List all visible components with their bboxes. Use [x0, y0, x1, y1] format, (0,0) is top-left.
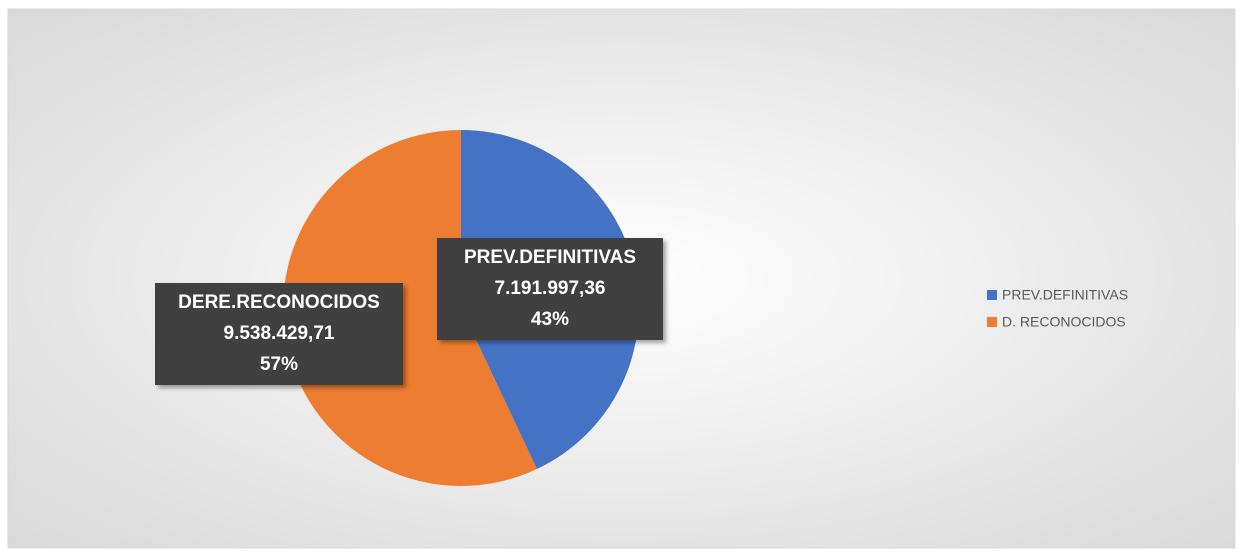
data-label-percent: 43% [531, 309, 569, 330]
data-label-value: 7.191.997,36 [495, 278, 606, 299]
pie-slice [282, 130, 537, 486]
legend: PREV.DEFINITIVAS D. RECONOCIDOS [987, 287, 1128, 330]
data-label-box [155, 283, 403, 385]
legend-swatch [987, 290, 997, 300]
data-labels: PREV.DEFINITIVAS 7.191.997,36 43% DERE.RECO… [155, 238, 663, 385]
legend-label: PREV.DEFINITIVAS [1002, 287, 1128, 303]
legend-swatch [987, 317, 997, 327]
data-label-name: DERE.RECONOCIDOS [178, 292, 380, 313]
data-label-box [437, 238, 663, 340]
data-label-value: 9.538.429,71 [224, 323, 335, 344]
data-label-percent: 57% [260, 354, 298, 375]
legend-label: D. RECONOCIDOS [1002, 314, 1126, 330]
data-label-name: PREV.DEFINITIVAS [464, 247, 636, 268]
